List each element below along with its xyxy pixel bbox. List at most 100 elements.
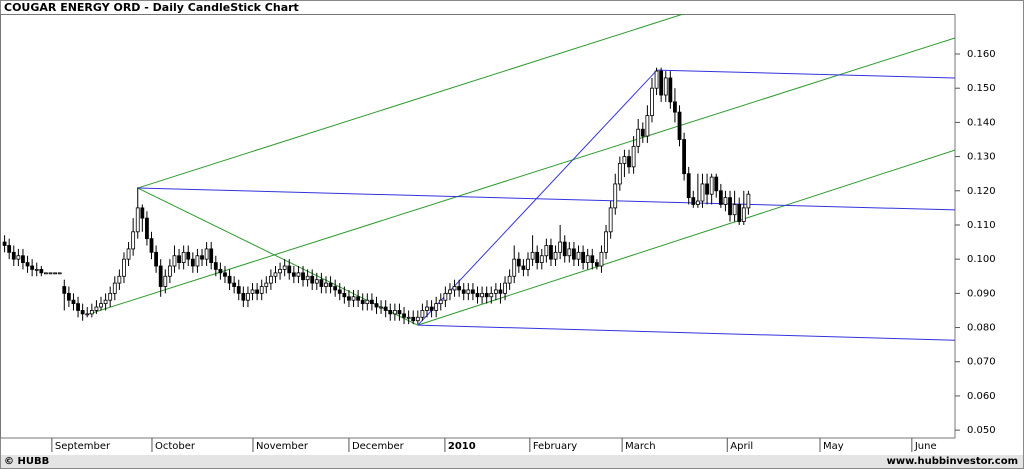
candle-body xyxy=(539,255,544,263)
candle-body xyxy=(374,303,379,308)
candle-body xyxy=(122,258,126,277)
candle-body xyxy=(429,306,434,311)
candle-body xyxy=(209,248,214,263)
x-tick-label: December xyxy=(352,441,405,452)
candle-body xyxy=(567,248,572,257)
candle-body xyxy=(246,292,250,301)
candle-body xyxy=(650,87,654,116)
y-tick-label: 0.130 xyxy=(967,152,996,163)
candle-body xyxy=(255,289,260,294)
candle-body xyxy=(503,282,507,294)
candle-body xyxy=(301,272,305,281)
candle-body xyxy=(608,207,613,233)
candle-body xyxy=(16,255,21,260)
candle-body xyxy=(613,183,618,209)
y-tick-label: 0.080 xyxy=(967,323,996,334)
trendline xyxy=(657,69,955,79)
candle-body xyxy=(44,272,48,275)
candle-body xyxy=(695,200,700,205)
candle-body xyxy=(415,316,420,322)
candle-body xyxy=(673,101,677,113)
candle-body xyxy=(126,248,131,260)
candle-body xyxy=(466,289,471,294)
candle-body xyxy=(594,262,599,267)
y-tick-label: 0.150 xyxy=(967,83,996,94)
candle-body xyxy=(640,128,645,137)
candle-body xyxy=(461,289,466,294)
candle-body xyxy=(530,251,535,260)
candle-body xyxy=(108,292,113,301)
candle-body xyxy=(521,265,526,270)
trendline xyxy=(88,37,955,315)
candle-body xyxy=(732,204,737,216)
y-tick-label: 0.050 xyxy=(967,425,996,436)
candle-body xyxy=(76,303,80,311)
candle-body xyxy=(411,316,416,322)
candle-body xyxy=(39,269,44,274)
trendline xyxy=(417,69,658,326)
candle-body xyxy=(103,299,108,305)
candle-body xyxy=(438,299,443,305)
candle-body xyxy=(186,251,191,260)
candle-body xyxy=(71,299,76,305)
candle-body xyxy=(21,255,25,263)
candle-body xyxy=(475,292,480,298)
candle-body xyxy=(85,313,90,316)
candle-body xyxy=(471,289,475,294)
candle-body xyxy=(691,197,696,205)
candle-body xyxy=(282,265,287,270)
candle-body xyxy=(516,258,521,267)
x-tick-label: May xyxy=(823,441,844,452)
candle-body xyxy=(700,183,705,202)
candle-body xyxy=(11,251,16,260)
candle-body xyxy=(668,77,673,103)
candle-body xyxy=(236,286,241,294)
candle-body xyxy=(682,139,687,175)
candle-body xyxy=(737,204,742,222)
candle-body xyxy=(498,289,503,294)
candle-body xyxy=(53,272,57,275)
trendline xyxy=(137,187,955,211)
y-tick-label: 0.070 xyxy=(967,357,996,368)
candle-body xyxy=(741,207,746,222)
candle-body xyxy=(30,265,35,270)
candle-body xyxy=(2,241,7,246)
candle-body xyxy=(273,272,278,277)
candle-body xyxy=(351,296,356,301)
y-tick-label: 0.160 xyxy=(967,49,996,60)
y-tick-label: 0.140 xyxy=(967,117,996,128)
y-tick-label: 0.110 xyxy=(967,220,996,231)
candle-body xyxy=(631,145,636,168)
candle-body xyxy=(333,286,338,291)
candle-body xyxy=(420,310,425,318)
y-tick-label: 0.060 xyxy=(967,391,996,402)
candle-body xyxy=(195,255,200,267)
candle-body xyxy=(250,289,255,294)
x-tick-label: 2010 xyxy=(448,441,476,452)
candle-body xyxy=(709,176,714,195)
candle-body xyxy=(544,245,549,257)
trendline xyxy=(137,14,685,189)
plot-border xyxy=(0,14,956,439)
candle-body xyxy=(324,282,328,287)
candle-body xyxy=(140,207,145,219)
candle-body xyxy=(167,265,172,277)
candle-body xyxy=(562,241,567,257)
candle-body xyxy=(80,310,85,315)
candle-body xyxy=(512,258,517,277)
candle-body xyxy=(388,310,393,315)
candle-body xyxy=(397,310,402,315)
source: © HUBB xyxy=(4,456,49,467)
candle-body xyxy=(232,282,237,287)
x-tick-label: March xyxy=(625,441,655,452)
candle-body xyxy=(723,197,728,205)
candle-body xyxy=(241,292,246,301)
candle-body xyxy=(489,292,494,298)
candle-body xyxy=(347,296,351,301)
candle-body xyxy=(223,272,227,277)
candle-body xyxy=(190,258,195,267)
candle-body xyxy=(457,286,462,291)
candle-body xyxy=(480,292,484,298)
x-tick-label: June xyxy=(914,441,937,452)
